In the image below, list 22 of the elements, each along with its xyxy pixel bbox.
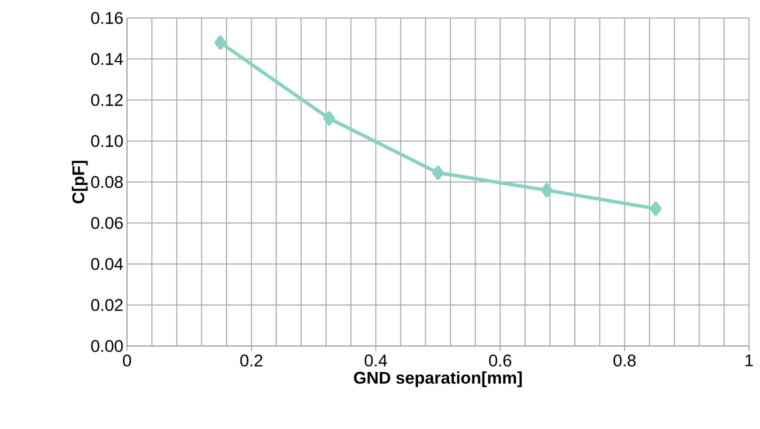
point [323, 111, 336, 126]
point [432, 166, 444, 180]
y-tick-label: 0.00 [91, 340, 123, 352]
y-tick-label: 0.14 [91, 53, 123, 65]
x-tick-label: 0.8 [613, 354, 636, 367]
y-axis-title: C[pF] [72, 160, 88, 204]
point [214, 35, 226, 50]
point [650, 201, 662, 216]
y-tick-label: 0.02 [91, 299, 123, 311]
x-axis-title: GND separation[mm] [354, 371, 522, 388]
x-tick-label: 0.2 [240, 354, 262, 367]
x-tick-label: 1 [746, 354, 753, 366]
x-tick-label: 0 [122, 354, 132, 367]
y-tick-label: 0.10 [91, 135, 123, 147]
y-tick-label: 0.06 [91, 217, 123, 229]
x-tick-label: 0.6 [489, 354, 512, 367]
point [541, 182, 553, 198]
y-tick-label: 0.08 [91, 176, 123, 188]
x-tick-label: 0.4 [364, 354, 388, 367]
y-tick-label: 0.04 [91, 258, 123, 270]
y-tick-label: 0.12 [91, 94, 123, 106]
y-tick-label: 0.16 [91, 12, 123, 24]
